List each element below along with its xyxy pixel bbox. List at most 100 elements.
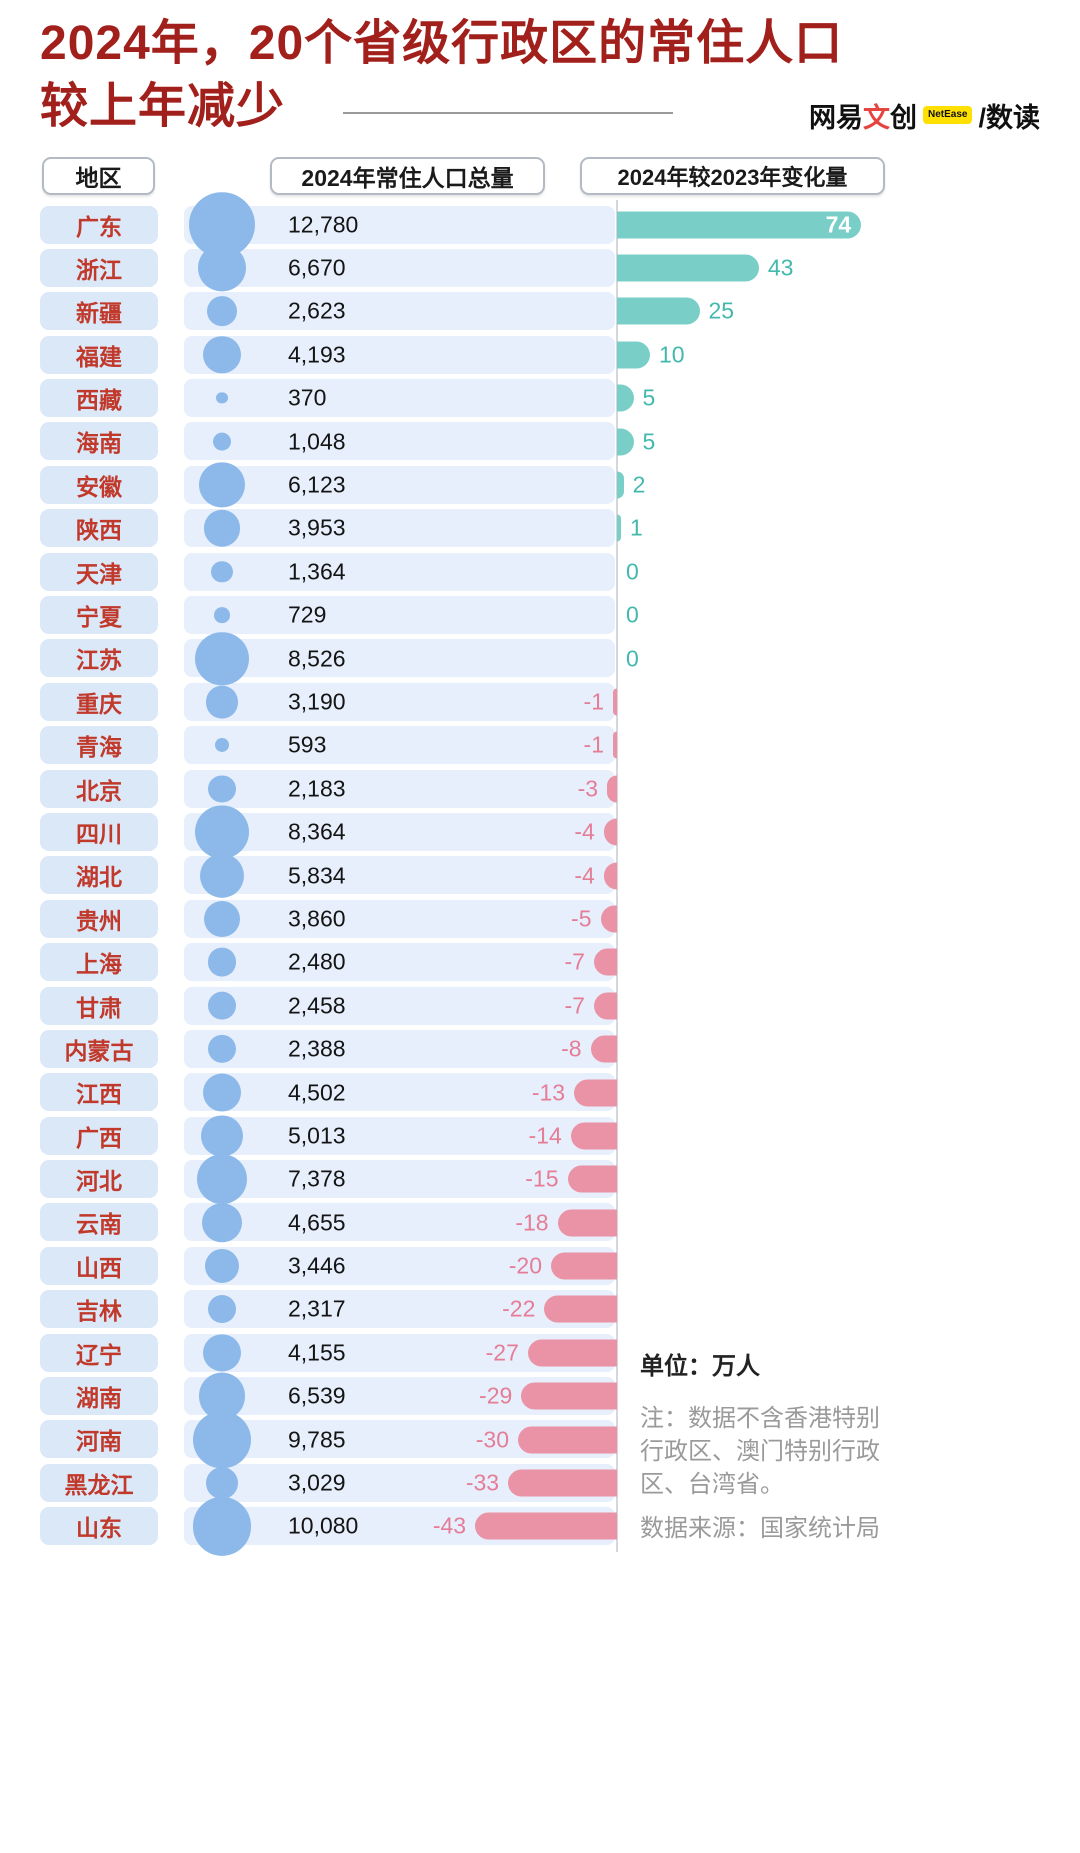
brand-product-label: /数读 — [978, 102, 1040, 133]
row-band — [184, 292, 615, 331]
province-label: 宁夏 — [40, 596, 158, 635]
change-bar — [613, 688, 617, 716]
population-bubble — [214, 738, 230, 753]
population-value: 2,458 — [288, 992, 346, 1019]
table-row: 贵州 3,860 -5 — [0, 897, 1080, 940]
row-band — [184, 943, 615, 982]
population-value: 7,378 — [288, 1165, 346, 1192]
change-bar — [617, 297, 700, 325]
province-label: 江苏 — [40, 639, 158, 678]
table-row: 黑龙江 3,029 -33 — [0, 1461, 1080, 1504]
population-value: 10,080 — [288, 1512, 359, 1539]
change-bar — [527, 1339, 617, 1367]
population-bubble — [204, 1249, 240, 1284]
change-bar — [617, 471, 624, 499]
table-row: 内蒙古 2,388 -8 — [0, 1027, 1080, 1070]
row-band — [184, 986, 615, 1025]
change-value: -13 — [531, 1079, 566, 1105]
table-row: 云南 4,655 -18 — [0, 1201, 1080, 1244]
row-band — [184, 1073, 615, 1112]
change-bar — [593, 992, 617, 1020]
row-band — [184, 1203, 615, 1242]
change-bar — [617, 514, 621, 542]
change-value: 0 — [626, 558, 639, 585]
table-row: 西藏 370 5 — [0, 377, 1080, 420]
column-header-region: 地区 — [42, 157, 155, 195]
change-bar — [508, 1469, 617, 1497]
change-value: -8 — [561, 1035, 582, 1062]
population-value: 729 — [288, 601, 327, 628]
footnote-line1: 注：数据不含香港特别 — [640, 1405, 880, 1432]
change-value: 2 — [632, 471, 646, 498]
change-value: 74 — [825, 211, 852, 238]
change-bar — [613, 731, 617, 759]
change-bar — [557, 1209, 617, 1237]
province-label: 天津 — [40, 552, 158, 591]
population-value: 3,446 — [288, 1252, 346, 1279]
change-value: -29 — [479, 1382, 513, 1409]
population-value: 3,029 — [288, 1469, 346, 1496]
title-divider-line — [343, 112, 673, 114]
table-row: 四川 8,364 -4 — [0, 805, 1080, 859]
province-label: 内蒙古 — [40, 1029, 158, 1068]
change-bar — [475, 1512, 617, 1540]
change-bar — [544, 1295, 617, 1323]
population-value: 6,670 — [288, 254, 346, 281]
change-bar — [574, 1079, 617, 1106]
population-bubble — [197, 1154, 247, 1205]
row-band — [184, 812, 615, 851]
province-label: 河北 — [40, 1160, 158, 1199]
population-bubble — [216, 392, 228, 404]
population-value: 2,480 — [288, 948, 346, 975]
unit-label: 单位：万人 — [640, 1353, 760, 1380]
change-value: -27 — [485, 1339, 519, 1366]
change-value: 1 — [630, 514, 643, 541]
population-value: 4,502 — [288, 1079, 346, 1105]
population-bubble — [199, 853, 245, 898]
province-label: 辽宁 — [40, 1333, 158, 1372]
brand-name: 网易文创 — [809, 102, 918, 133]
province-label: 西藏 — [40, 379, 158, 418]
change-bar — [600, 905, 617, 933]
province-label: 陕西 — [40, 509, 158, 548]
population-value: 3,190 — [288, 688, 346, 715]
population-value: 4,655 — [288, 1209, 346, 1236]
population-bubble — [208, 775, 236, 803]
population-bubble — [201, 1115, 243, 1157]
population-value: 5,013 — [288, 1122, 346, 1149]
table-row: 河南 9,785 -30 — [0, 1410, 1080, 1469]
population-bubble — [206, 1467, 238, 1499]
change-value: -18 — [515, 1209, 549, 1236]
population-bubble — [195, 805, 249, 859]
population-value: 9,785 — [288, 1426, 346, 1453]
population-value: 3,860 — [288, 905, 346, 932]
row-band — [184, 248, 615, 287]
row-band — [184, 205, 615, 244]
change-bar — [603, 862, 617, 890]
table-row: 青海 593 -1 — [0, 724, 1080, 767]
change-value: 5 — [642, 428, 656, 455]
population-value: 6,539 — [288, 1382, 346, 1409]
province-label: 山西 — [40, 1246, 158, 1285]
population-value: 2,317 — [288, 1295, 346, 1322]
change-bar — [617, 211, 862, 239]
population-bubble — [193, 1410, 251, 1469]
page-title-line1: 2024年，20个省级行政区的常住人口 — [40, 17, 844, 70]
change-bar — [607, 775, 617, 803]
footnote-line3: 区、台湾省。 — [640, 1471, 784, 1498]
table-row: 河北 7,378 -15 — [0, 1154, 1080, 1205]
table-row: 北京 2,183 -3 — [0, 767, 1080, 810]
population-bubble — [205, 685, 239, 719]
population-bubble — [214, 607, 230, 624]
row-band — [184, 596, 615, 635]
table-row: 辽宁 4,155 -27 — [0, 1331, 1080, 1374]
population-bubble — [202, 1202, 242, 1243]
change-bar — [593, 948, 617, 976]
province-label: 山东 — [40, 1507, 158, 1546]
data-source-label: 数据来源：国家统计局 — [640, 1515, 880, 1542]
footnote: 注：数据不含香港特别 行政区、澳门特别行政 区、台湾省。 — [640, 1402, 880, 1501]
population-value: 593 — [288, 731, 327, 758]
province-label: 江西 — [40, 1073, 158, 1112]
population-value: 1,048 — [288, 428, 346, 455]
population-bubble — [207, 1034, 237, 1064]
